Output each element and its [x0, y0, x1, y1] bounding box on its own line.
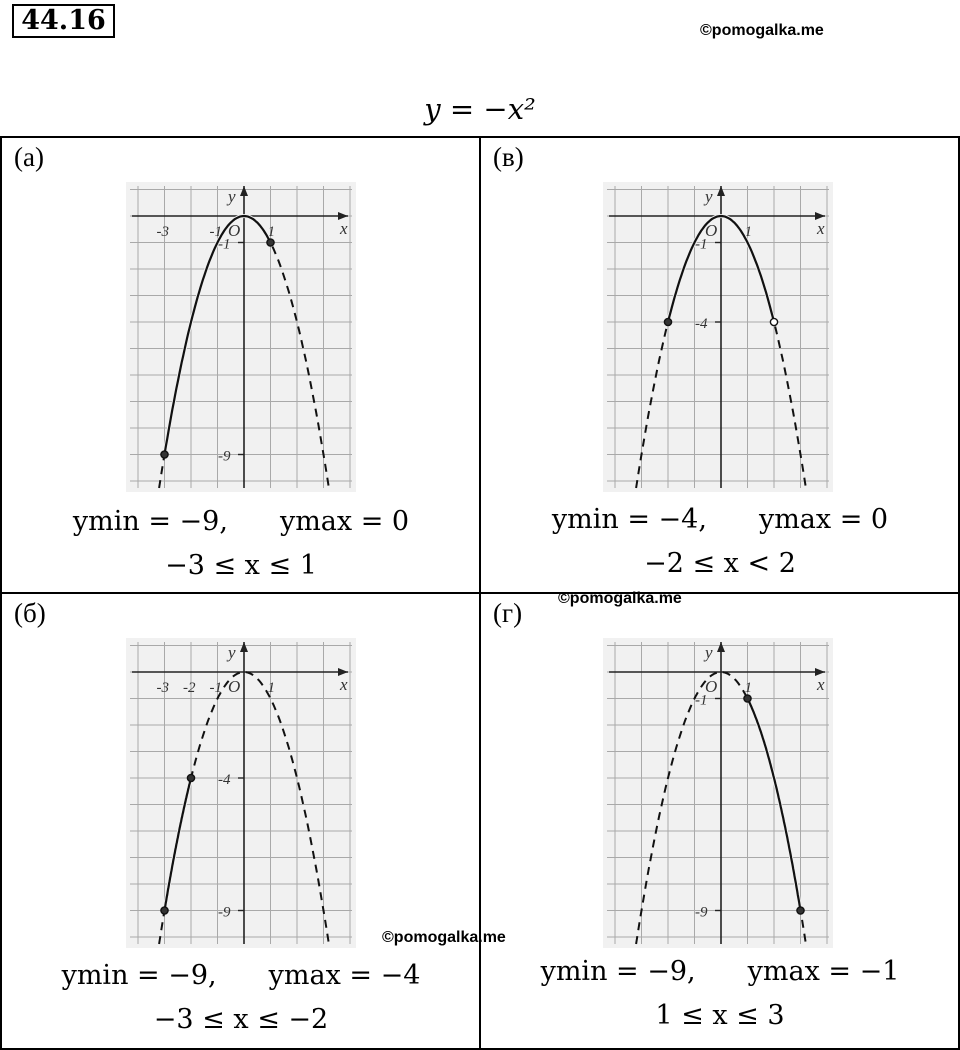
- endpoint-filled: [186, 773, 196, 783]
- x-axis-arrow: [338, 212, 348, 220]
- cell-label: (а): [14, 142, 44, 172]
- cell-a: (а) x y O -3 -1 1 -1 -9 ymin = −9, ymax = 0 −3 ≤…: [2, 138, 480, 594]
- x-axis-label: x: [339, 675, 348, 694]
- cell-v: (в) x y O 1 -1 -4 ymin = −4, ymax = 0 −2 ≤ x <…: [481, 138, 959, 594]
- endpoint-filled: [743, 694, 752, 703]
- y-tick-label: -1: [695, 237, 708, 253]
- y-tick-label: -4: [695, 316, 708, 332]
- x-axis-arrow: [815, 212, 825, 220]
- parabola-solid: [746, 697, 802, 911]
- x-tick-label: 1: [268, 224, 276, 240]
- x-axis-label: x: [816, 675, 825, 694]
- origin-label: O: [705, 677, 717, 696]
- x-tick-label: -2: [183, 680, 196, 696]
- domain-range: −3 ≤ x ≤ −2: [153, 1004, 329, 1035]
- y-axis-label: y: [703, 187, 713, 206]
- y-tick-label: -1: [218, 237, 231, 253]
- graph-background: [603, 182, 833, 492]
- y-tick-label: -4: [218, 772, 231, 788]
- graph-g: x y O 1 -1 -9: [603, 638, 833, 948]
- cell-g: (г) x y O 1 -1 -9 ymin = −9, ymax = −1 1 ≤ x ≤…: [481, 594, 959, 1050]
- graph-a: x y O -3 -1 1 -1 -9: [126, 182, 356, 492]
- parabola-solid: [666, 214, 776, 323]
- cell-label: (г): [493, 598, 523, 628]
- ymax-value: ymax = −1: [747, 956, 900, 987]
- extrema-line: ymin = −9, ymax = −1: [481, 956, 959, 987]
- y-axis-arrow: [717, 186, 725, 196]
- task-number: 44.16: [12, 4, 115, 38]
- graph-svg: x yO -3 -2 -1 1 -4 -9: [126, 638, 356, 948]
- y-axis-arrow: [240, 642, 248, 652]
- y-axis-label: y: [703, 643, 713, 662]
- domain-range: −3 ≤ x ≤ 1: [165, 550, 317, 581]
- y-tick-label: -1: [695, 693, 708, 709]
- watermark-middle: ©pomogalka.me: [558, 590, 682, 607]
- x-tick-label: 1: [268, 680, 276, 696]
- ymin-value: ymin = −9,: [540, 956, 696, 987]
- x-axis-label: x: [816, 219, 825, 238]
- y-axis-arrow: [240, 186, 248, 196]
- domain-range: 1 ≤ x ≤ 3: [655, 1000, 785, 1031]
- x-tick-label: 1: [745, 680, 753, 696]
- ymin-value: ymin = −4,: [551, 504, 707, 535]
- graph-v: x y O 1 -1 -4: [603, 182, 833, 492]
- extrema-line: ymin = −9, ymax = −4: [2, 960, 480, 991]
- endpoint-filled: [160, 450, 169, 459]
- origin-label: O: [228, 677, 240, 696]
- parabola-solid: [163, 214, 272, 455]
- y-axis-label: y: [226, 643, 236, 662]
- x-tick-label: -3: [157, 224, 170, 240]
- ymax-value: ymax = 0: [758, 504, 889, 535]
- table-divider-horizontal: [0, 592, 960, 594]
- graph-svg: xyO-3 -1 1-1-9: [126, 182, 356, 492]
- watermark-top: ©pomogalka.me: [700, 22, 824, 39]
- endpoint-filled: [266, 238, 275, 247]
- origin-label: O: [705, 221, 717, 240]
- y-axis-label: y: [226, 187, 236, 206]
- cell-label: (б): [14, 598, 46, 628]
- y-tick-label: -9: [695, 905, 708, 921]
- ymin-value: ymin = −9,: [72, 506, 228, 537]
- graph-svg: x yO 1 -1 -9: [603, 638, 833, 948]
- x-axis-label: x: [339, 219, 348, 238]
- origin-label: O: [228, 221, 240, 240]
- ymin-value: ymin = −9,: [61, 960, 217, 991]
- endpoint-open: [769, 317, 779, 327]
- y-tick-label: -9: [218, 449, 231, 465]
- graph-svg: x yO 1 -1 -4: [603, 182, 833, 492]
- cell-label: (в): [493, 142, 524, 172]
- ymax-value: ymax = 0: [279, 506, 410, 537]
- y-tick-label: -9: [218, 905, 231, 921]
- endpoint-filled: [796, 906, 805, 915]
- watermark-bottom: ©pomogalka.me: [382, 929, 506, 946]
- x-tick-label: 1: [745, 224, 753, 240]
- endpoint-filled: [663, 317, 673, 327]
- function-formula: y = −x²: [424, 92, 536, 126]
- parabola-solid: [163, 777, 193, 911]
- x-axis-arrow: [338, 668, 348, 676]
- x-tick-label: -1: [210, 680, 223, 696]
- graph-b: x y O -3 -2 -1 1 -4 -9: [126, 638, 356, 948]
- cell-b: (б) x y O -3 -2 -1 1 -4 -9 ymin = −9, ymax = −4 −…: [2, 594, 480, 1050]
- extrema-line: ymin = −9, ymax = 0: [2, 506, 480, 537]
- domain-range: −2 ≤ x < 2: [644, 548, 796, 579]
- extrema-line: ymin = −4, ymax = 0: [481, 504, 959, 535]
- x-axis-arrow: [815, 668, 825, 676]
- endpoint-filled: [160, 906, 169, 915]
- x-tick-label: -3: [157, 680, 170, 696]
- y-axis-arrow: [717, 642, 725, 652]
- ymax-value: ymax = −4: [268, 960, 421, 991]
